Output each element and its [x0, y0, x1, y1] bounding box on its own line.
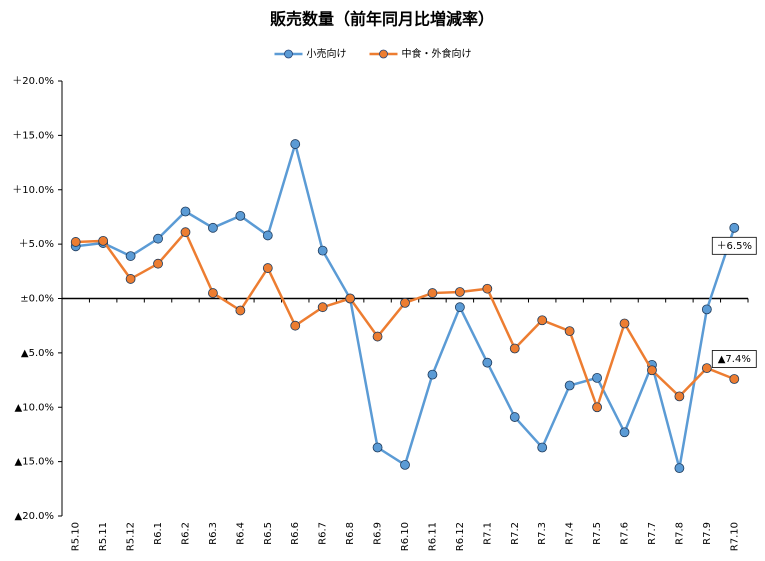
data-point — [235, 210, 246, 221]
data-point — [400, 297, 410, 308]
x-tick-label: R6.1 — [153, 522, 164, 545]
x-tick-label: R6.7 — [318, 522, 329, 545]
x-tick-label: R7.6 — [620, 522, 631, 545]
x-tick-label: R7.1 — [482, 522, 493, 545]
data-point — [262, 230, 273, 241]
y-tick-label: ▲5.0% — [21, 348, 54, 359]
data-point — [647, 365, 657, 376]
y-tick-label: ＋5.0% — [19, 239, 54, 250]
data-point — [592, 372, 602, 383]
chart-title: 販売数量（前年同月比増減率） — [270, 10, 494, 29]
data-point — [427, 288, 438, 298]
x-tick-label: R5.10 — [71, 522, 82, 551]
data-point — [427, 369, 438, 380]
legend-label: 中食・外食向け — [402, 47, 472, 60]
data-point — [674, 463, 685, 474]
data-point — [537, 442, 548, 453]
data-point — [262, 263, 273, 273]
data-point — [98, 235, 109, 246]
data-point — [180, 206, 191, 217]
x-tick-label: R5.11 — [98, 522, 109, 551]
data-point — [701, 304, 712, 315]
legend-marker — [379, 49, 388, 59]
x-tick-label: R7.10 — [729, 522, 740, 551]
x-tick-label: R7.8 — [674, 522, 685, 545]
data-point — [125, 251, 136, 261]
x-tick-label: R6.9 — [373, 522, 384, 545]
data-point — [674, 391, 685, 402]
data-point — [564, 326, 575, 337]
x-tick-label: R6.6 — [290, 522, 301, 545]
x-tick-label: R7.3 — [537, 522, 548, 545]
data-label: ▲7.4% — [718, 354, 751, 365]
y-tick-label: ＋10.0% — [12, 185, 54, 196]
data-point — [454, 287, 465, 297]
data-point — [619, 427, 630, 438]
data-point — [701, 363, 712, 374]
data-point — [235, 305, 246, 316]
data-point — [372, 331, 383, 342]
x-tick-label: R6.2 — [180, 522, 191, 545]
data-point — [537, 315, 548, 326]
data-point — [564, 380, 575, 391]
data-point — [482, 283, 493, 294]
y-tick-label: ＋15.0% — [12, 130, 54, 141]
data-label: ＋6.5% — [717, 241, 752, 252]
y-tick-label: ＋20.0% — [12, 76, 54, 87]
data-label-box — [711, 350, 757, 368]
data-point — [372, 442, 383, 453]
x-tick-label: R7.2 — [510, 522, 521, 545]
x-tick-label: R5.12 — [126, 522, 137, 551]
x-tick-label: R6.12 — [455, 522, 466, 551]
x-tick-label: R7.9 — [702, 522, 713, 545]
x-tick-label: R6.10 — [400, 522, 411, 551]
data-point — [729, 222, 740, 233]
data-point — [153, 233, 163, 244]
data-point — [454, 302, 465, 313]
x-tick-label: R7.7 — [647, 522, 658, 545]
data-point — [125, 274, 136, 284]
x-tick-label: R6.11 — [427, 522, 438, 551]
data-point — [180, 227, 191, 238]
x-tick-label: R7.5 — [592, 522, 603, 545]
data-point — [70, 237, 81, 247]
data-point — [619, 318, 630, 329]
data-point — [400, 459, 410, 470]
data-point — [208, 288, 218, 298]
data-point — [509, 343, 520, 354]
data-point — [153, 258, 163, 269]
y-tick-label: ▲20.0% — [15, 511, 54, 522]
data-point — [345, 293, 356, 304]
y-tick-label: ±0.0% — [20, 294, 54, 305]
legend-label: 小売向け — [307, 47, 347, 60]
data-point — [729, 374, 740, 384]
data-point — [317, 302, 328, 313]
data-point — [290, 139, 301, 149]
series-line — [75, 229, 735, 412]
data-point — [482, 357, 493, 368]
y-tick-label: ▲10.0% — [15, 402, 54, 413]
x-tick-label: R6.4 — [235, 522, 246, 545]
y-tick-label: ▲15.0% — [15, 457, 54, 468]
x-tick-label: R6.3 — [208, 522, 219, 545]
data-point — [592, 402, 602, 413]
x-tick-label: R6.8 — [345, 522, 356, 545]
data-point — [509, 412, 520, 422]
legend-marker — [284, 49, 293, 59]
x-tick-label: R7.4 — [565, 522, 576, 545]
data-label-box — [711, 236, 757, 255]
x-tick-label: R6.5 — [263, 522, 274, 545]
data-point — [208, 222, 218, 233]
data-point — [290, 320, 301, 331]
data-point — [317, 245, 328, 256]
